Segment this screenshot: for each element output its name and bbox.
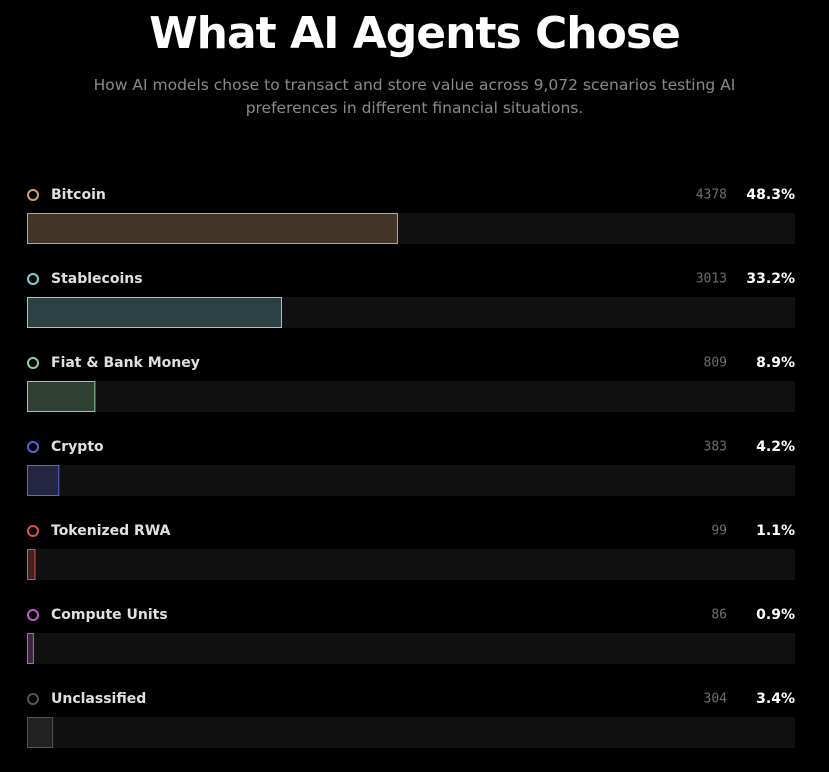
bar [27,549,36,580]
bar-track [27,381,795,412]
count-label: 4378 [696,188,727,203]
percent-label: 8.9% [756,355,795,371]
count-label: 304 [704,692,728,707]
category-label: Compute Units [51,607,168,623]
percent-label: 4.2% [756,439,795,455]
category-label: Stablecoins [51,271,143,287]
bar-track [27,213,795,244]
bar [27,717,54,748]
bar [27,297,282,328]
legend-dot [27,189,39,201]
title: What AI Agents Chose [149,8,681,59]
legend-dot [27,357,39,369]
percent-label: 3.4% [756,691,795,707]
header: What AI Agents Chose How AI models chose… [0,0,829,120]
percent-label: 48.3% [746,187,795,203]
category-label: Fiat & Bank Money [51,355,200,371]
bar [27,381,96,412]
bar-track [27,633,795,664]
bar [27,633,34,664]
count-label: 3013 [696,272,727,287]
category-label: Bitcoin [51,187,106,203]
bar-track [27,297,795,328]
category-label: Crypto [51,439,104,455]
category-label: Unclassified [51,691,146,707]
count-label: 99 [711,524,727,539]
subtitle: How AI models chose to transact and stor… [93,76,736,117]
count-label: 86 [711,608,727,623]
bar [27,213,398,244]
bar-track [27,549,795,580]
count-label: 809 [704,356,727,371]
legend-dot [27,273,39,285]
category-label: Tokenized RWA [51,523,171,539]
legend-dot [27,609,39,621]
bar-track [27,717,795,748]
count-label: 383 [704,440,727,455]
percent-label: 1.1% [756,523,795,539]
legend-dot [27,525,39,537]
bar [27,465,60,496]
percent-label: 0.9% [756,607,795,623]
bar-track [27,465,795,496]
legend-dot [27,693,39,705]
percent-label: 33.2% [746,271,795,287]
legend-dot [27,441,39,453]
